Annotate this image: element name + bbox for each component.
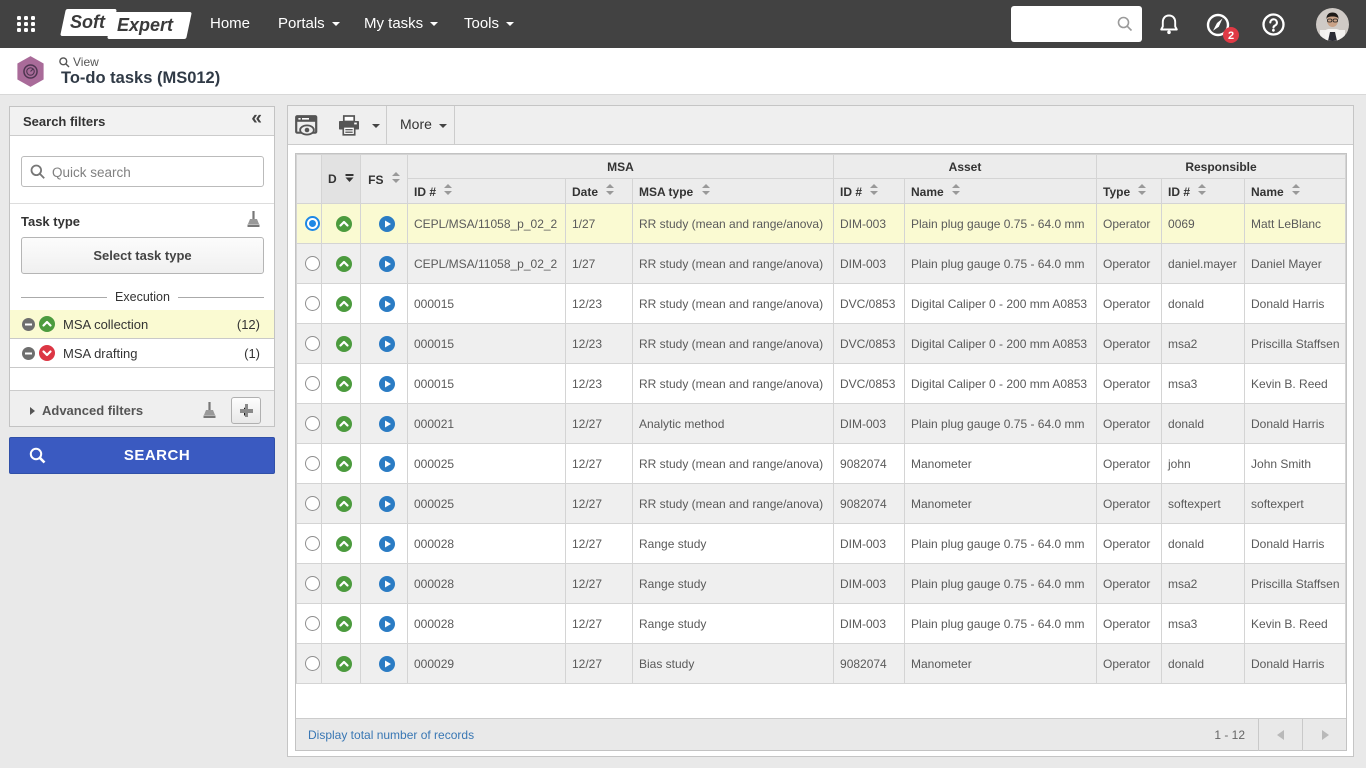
svg-text:2: 2	[1228, 30, 1234, 42]
